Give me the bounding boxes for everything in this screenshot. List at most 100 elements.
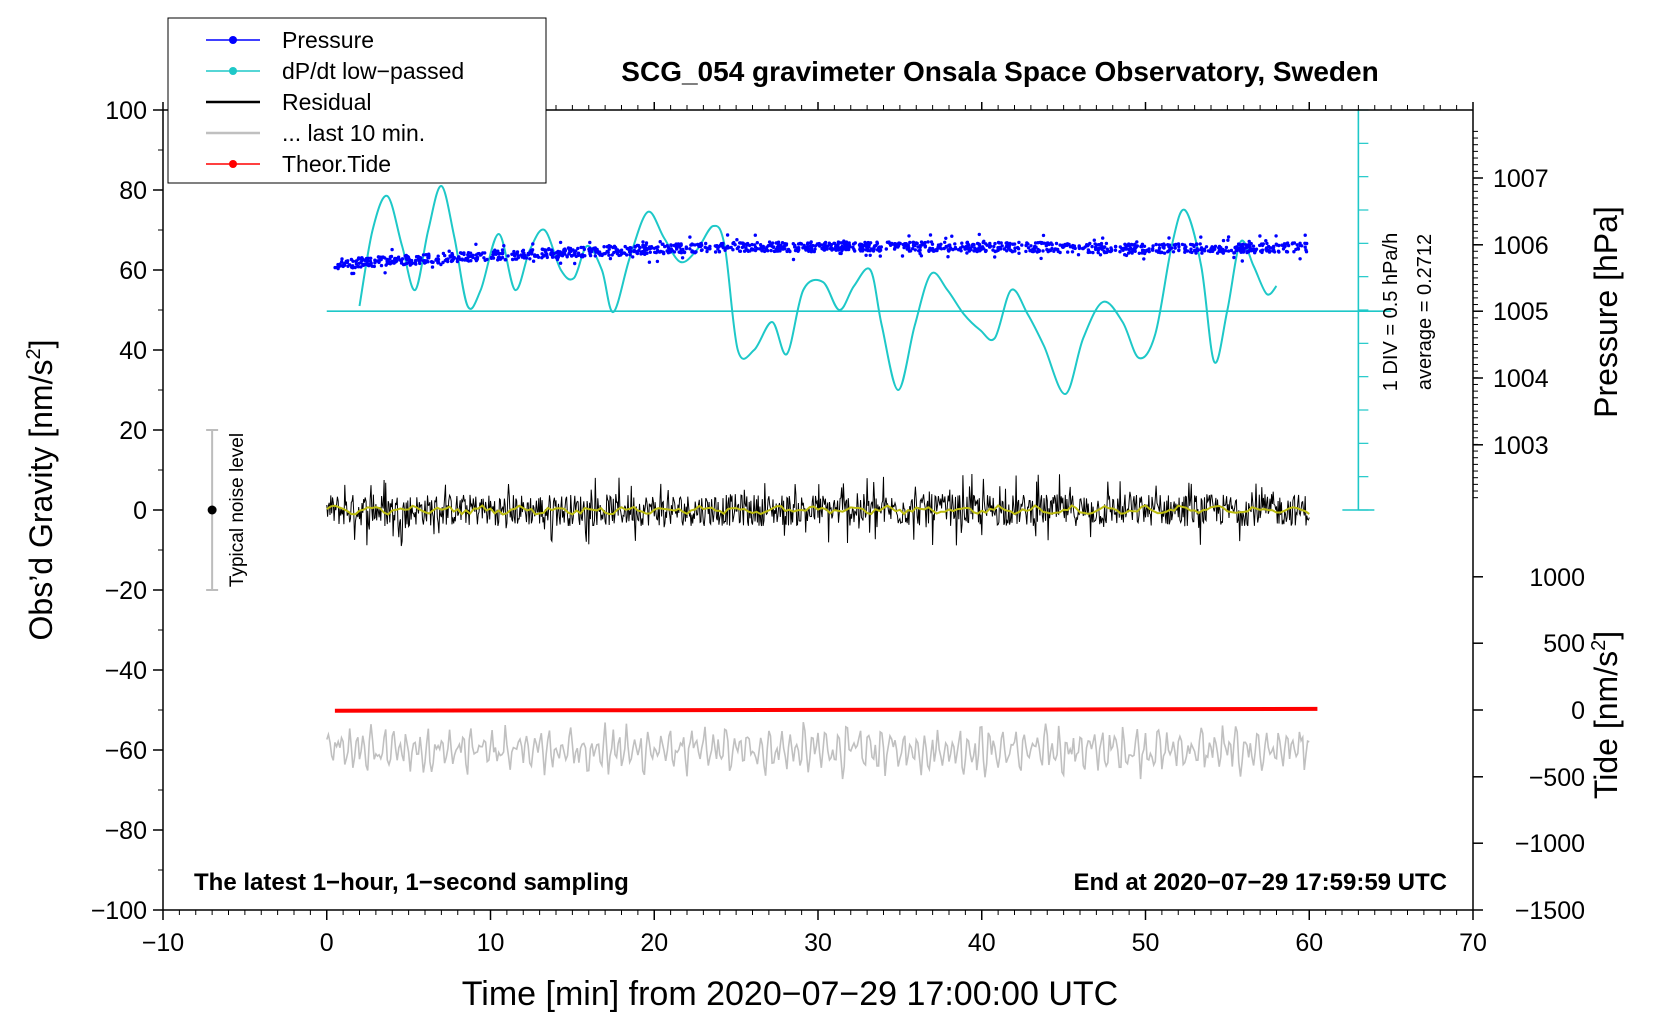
pressure-point: [958, 246, 963, 250]
pressure-point: [931, 249, 936, 253]
pressure-point: [348, 263, 352, 267]
pressure-point: [736, 245, 741, 249]
legend: Pressure dP/dt low−passed Residual ... last…: [167, 17, 547, 184]
pressure-point: [1037, 248, 1042, 253]
pressure-point: [1250, 247, 1255, 252]
legend-label: Theor.Tide: [282, 151, 391, 177]
pressure-point: [864, 253, 868, 257]
pressure-point: [864, 244, 868, 249]
pressure-point: [911, 246, 915, 251]
pressure-point: [860, 249, 865, 253]
pressure-point: [642, 244, 647, 248]
pressure-point: [1050, 243, 1054, 247]
pressure-point: [645, 248, 649, 252]
pressure-point: [776, 240, 781, 244]
pressure-point: [1135, 240, 1139, 244]
pressure-point: [858, 242, 862, 246]
pressure-point: [806, 241, 810, 245]
pressure-point: [808, 241, 813, 245]
pressure-point: [776, 249, 780, 253]
pressure-point: [833, 241, 837, 246]
pressure-point: [744, 248, 748, 252]
pressure-point: [1147, 247, 1151, 251]
pressure-point: [1167, 236, 1171, 240]
pressure-point: [531, 242, 535, 246]
pressure-point: [1226, 238, 1230, 242]
pressure-point: [412, 261, 417, 265]
pressure-point: [1054, 241, 1059, 246]
pressure-point: [1267, 250, 1272, 254]
pressure-point: [662, 251, 666, 256]
pressure-point: [913, 243, 917, 248]
pressure-point: [1041, 233, 1046, 238]
pressure-point: [619, 250, 623, 254]
series-residual-smoothed: [326, 504, 1310, 516]
pressure-point: [558, 240, 563, 245]
x-tick-label: 50: [1132, 929, 1160, 957]
pressure-point: [721, 246, 725, 250]
pressure-point: [365, 260, 369, 264]
pressure-point: [1144, 249, 1148, 253]
pressure-point: [384, 263, 388, 267]
pressure-point: [1118, 250, 1122, 254]
pressure-point: [550, 255, 555, 259]
pressure-point: [863, 240, 867, 245]
pressure-point: [1170, 246, 1174, 250]
pressure-point: [674, 245, 679, 249]
pressure-point: [436, 254, 440, 258]
pressure-point: [923, 244, 927, 248]
pressure-point: [853, 249, 857, 253]
pressure-point: [1047, 242, 1051, 247]
pressure-point: [360, 257, 365, 261]
pressure-point: [1092, 238, 1097, 242]
x-tick-label: 30: [804, 929, 832, 957]
pressure-point: [1039, 256, 1043, 261]
pressure-point: [479, 252, 484, 256]
pressure-point: [1171, 250, 1176, 254]
pressure-point: [340, 257, 344, 261]
pressure-point: [1221, 250, 1225, 254]
pressure-point: [1140, 244, 1144, 248]
pressure-point: [713, 244, 717, 248]
pressure-point: [836, 242, 840, 247]
legend-label: Residual: [282, 89, 372, 115]
pressure-point: [884, 247, 888, 251]
pressure-point: [906, 244, 910, 249]
pressure-point: [861, 244, 866, 248]
pressure-point: [817, 243, 821, 248]
pressure-point: [1217, 249, 1221, 254]
pressure-point: [623, 244, 627, 249]
pressure-point: [1050, 246, 1054, 251]
pressure-point: [760, 249, 764, 253]
pressure-point: [610, 253, 614, 257]
pressure-point: [426, 260, 430, 264]
pressure-point: [891, 242, 895, 246]
pressure-point: [997, 241, 1001, 245]
pressure-point: [1303, 233, 1307, 237]
pressure-point: [1284, 249, 1289, 254]
pressure-point: [513, 257, 518, 261]
y-tick-label: 40: [119, 337, 147, 365]
pressure-point: [930, 246, 935, 251]
pressure-point: [966, 245, 970, 249]
pressure-point: [1241, 250, 1246, 254]
pressure-point: [431, 260, 435, 264]
pressure-point: [1232, 255, 1236, 260]
pressure-point: [449, 255, 453, 259]
pressure-point: [350, 271, 354, 276]
pressure-point: [1162, 251, 1167, 255]
pressure-point: [764, 247, 768, 251]
pressure-point: [338, 264, 343, 268]
pressure-point: [605, 245, 609, 249]
series-dpdt-lowpassed: [358, 184, 1278, 395]
y-tick-label: −20: [105, 577, 147, 605]
pressure-point: [1065, 243, 1069, 248]
pressure-axis-label: Pressure [hPa]: [1588, 206, 1624, 418]
pressure-point: [1076, 253, 1081, 257]
pressure-point: [386, 260, 391, 264]
pressure-point: [847, 241, 851, 245]
pressure-point: [740, 245, 745, 250]
pressure-point: [914, 241, 918, 245]
pressure-point: [1020, 243, 1024, 247]
pressure-point: [1093, 242, 1097, 246]
